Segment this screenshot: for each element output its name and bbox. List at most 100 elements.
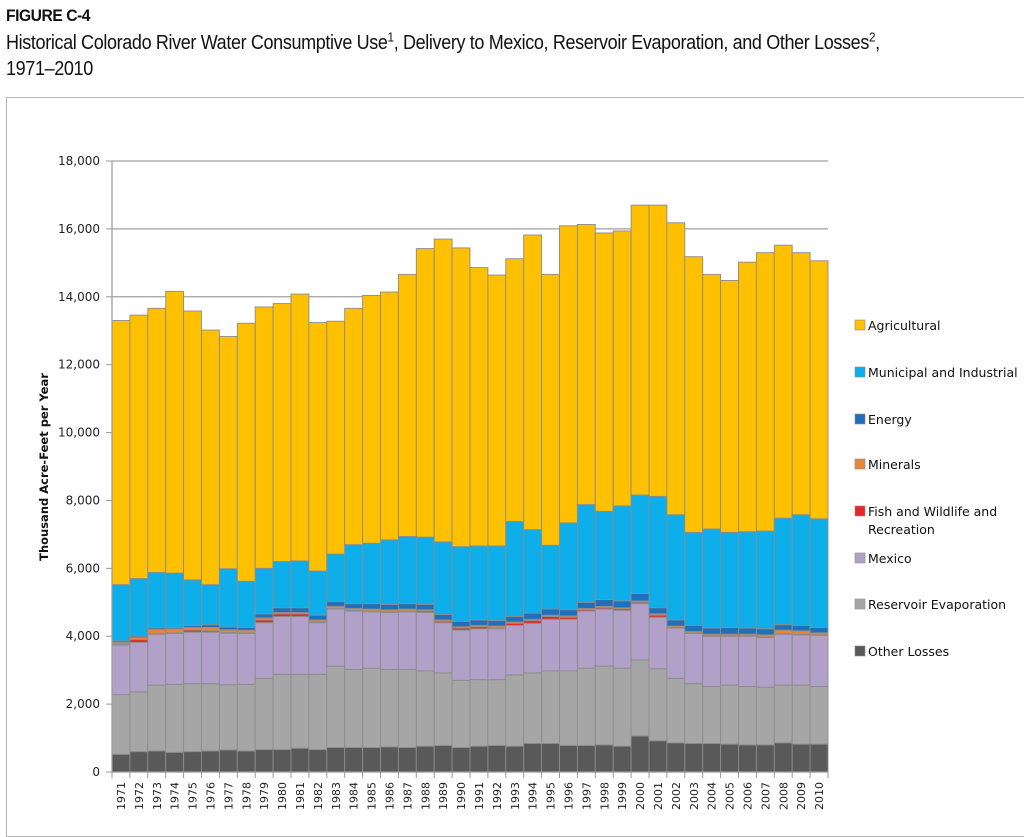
x-tick-label: 1992 — [491, 782, 504, 810]
bar-segment-other-losses — [594, 744, 614, 773]
bar-segment-agricultural — [576, 224, 596, 505]
bar-segment-mexico — [129, 641, 149, 693]
bar-segment-energy — [523, 612, 543, 620]
bar-1988 — [415, 248, 435, 773]
x-tick-label: 1983 — [330, 782, 343, 810]
bar-segment-mexico — [308, 622, 328, 675]
bar-segment-municipal-and-industrial — [576, 504, 596, 603]
bar-segment-reservoir-evaporation — [183, 683, 202, 753]
bar-segment-reservoir-evaporation — [702, 686, 722, 744]
bar-segment-municipal-and-industrial — [129, 578, 149, 637]
bar-segment-agricultural — [308, 322, 328, 572]
legend-label: Reservoir Evaporation — [868, 597, 1006, 612]
title-text-1: Historical Colorado River Water Consumpt… — [6, 32, 388, 54]
bar-segment-municipal-and-industrial — [380, 539, 399, 605]
bar-segment-agricultural — [738, 261, 757, 533]
bar-segment-reservoir-evaporation — [326, 665, 346, 749]
legend-swatch — [854, 458, 866, 470]
x-tick-label: 1993 — [509, 782, 522, 810]
bar-segment-minerals — [201, 626, 220, 632]
y-tick-label: 14,000 — [58, 290, 100, 304]
bar-segment-municipal-and-industrial — [218, 568, 238, 628]
x-tick-label: 1974 — [169, 782, 182, 810]
y-tick-label: 18,000 — [58, 154, 100, 168]
title-footnote-2: 2 — [868, 29, 876, 45]
bar-segment-energy — [397, 603, 417, 610]
bar-segment-other-losses — [791, 743, 811, 773]
bar-segment-agricultural — [630, 204, 650, 496]
x-tick-label: 1999 — [616, 782, 629, 810]
x-tick-label: 1994 — [527, 782, 540, 810]
bar-segment-reservoir-evaporation — [559, 670, 578, 746]
bar-segment-municipal-and-industrial — [720, 531, 739, 628]
x-axis-labels: 1971 1972 1973 1974 1975 1976 1977 1978 1979 1980… — [115, 782, 826, 810]
bar-1974 — [165, 290, 185, 773]
x-tick-label: 1998 — [598, 782, 611, 810]
bar-segment-energy — [362, 603, 381, 610]
bar-1980 — [272, 303, 292, 773]
bar-segment-agricultural — [326, 320, 346, 555]
bar-2003 — [684, 256, 704, 773]
bar-segment-energy — [612, 600, 632, 609]
bar-segment-energy — [809, 626, 829, 634]
bar-segment-energy — [738, 627, 757, 635]
bar-segment-agricultural — [362, 294, 381, 544]
bar-segment-other-losses — [433, 745, 453, 773]
y-tick-label: 2,000 — [66, 697, 100, 711]
bar-segment-energy — [594, 599, 614, 607]
bar-segment-mexico — [362, 611, 381, 669]
bar-segment-other-losses — [702, 743, 722, 773]
bar-segment-mexico — [523, 622, 543, 674]
bar-segment-energy — [487, 620, 507, 627]
y-tick-label: 10,000 — [58, 426, 100, 440]
bar-segment-municipal-and-industrial — [236, 580, 256, 628]
bar-segment-municipal-and-industrial — [559, 522, 578, 611]
legend-label: Fish and Wildlife and — [868, 504, 997, 519]
bar-segment-other-losses — [290, 747, 310, 773]
bar-segment-agricultural — [129, 314, 149, 579]
bar-segment-reservoir-evaporation — [380, 669, 399, 748]
legend-swatch — [854, 319, 866, 331]
bar-segment-mexico — [702, 635, 722, 687]
bar-segment-municipal-and-industrial — [541, 544, 560, 610]
bar-segment-agricultural — [201, 329, 220, 586]
bar-segment-mexico — [630, 603, 650, 661]
title-footnote-1: 1 — [387, 29, 395, 45]
bar-1999 — [612, 230, 632, 773]
bar-segment-municipal-and-industrial — [362, 542, 381, 605]
bar-segment-reservoir-evaporation — [469, 679, 489, 747]
bar-segment-agricultural — [523, 234, 543, 531]
bar-segment-energy — [433, 614, 453, 621]
bar-segment-other-losses — [397, 747, 417, 773]
bar-segment-municipal-and-industrial — [702, 528, 722, 629]
bar-1987 — [397, 273, 417, 773]
y-tick-label: 8,000 — [66, 493, 100, 507]
bar-segment-agricultural — [290, 293, 310, 562]
x-tick-label: 1984 — [348, 782, 361, 810]
bar-segment-agricultural — [594, 232, 614, 512]
bar-segment-agricultural — [791, 252, 811, 516]
bar-segment-energy — [791, 624, 811, 632]
bar-segment-agricultural — [541, 273, 560, 546]
bar-segment-municipal-and-industrial — [147, 571, 167, 629]
bar-segment-mexico — [505, 624, 525, 676]
x-tick-label: 1972 — [133, 782, 146, 810]
bar-segment-mexico — [147, 633, 167, 686]
bar-segment-reservoir-evaporation — [147, 684, 167, 752]
legend-label: Other Losses — [868, 644, 949, 659]
bar-segment-other-losses — [380, 746, 399, 773]
bar-segment-energy — [272, 607, 292, 613]
bar-segment-reservoir-evaporation — [666, 677, 686, 744]
legend-swatch — [854, 552, 866, 564]
y-axis-ticks: 0 2,000 4,000 6,000 8,000 10,000 12,000 14,000 1… — [58, 154, 112, 779]
x-tick-label: 2008 — [777, 782, 790, 810]
x-tick-label: 2010 — [813, 782, 826, 810]
bar-segment-mexico — [809, 635, 829, 687]
bar-1983 — [326, 320, 346, 773]
legend-swatch — [854, 366, 866, 378]
bar-segment-agricultural — [612, 230, 632, 507]
legend-label: Municipal and Industrial — [868, 365, 1018, 380]
bar-segment-energy — [451, 620, 471, 628]
bar-segment-energy — [559, 609, 578, 617]
bar-2005 — [720, 280, 739, 773]
